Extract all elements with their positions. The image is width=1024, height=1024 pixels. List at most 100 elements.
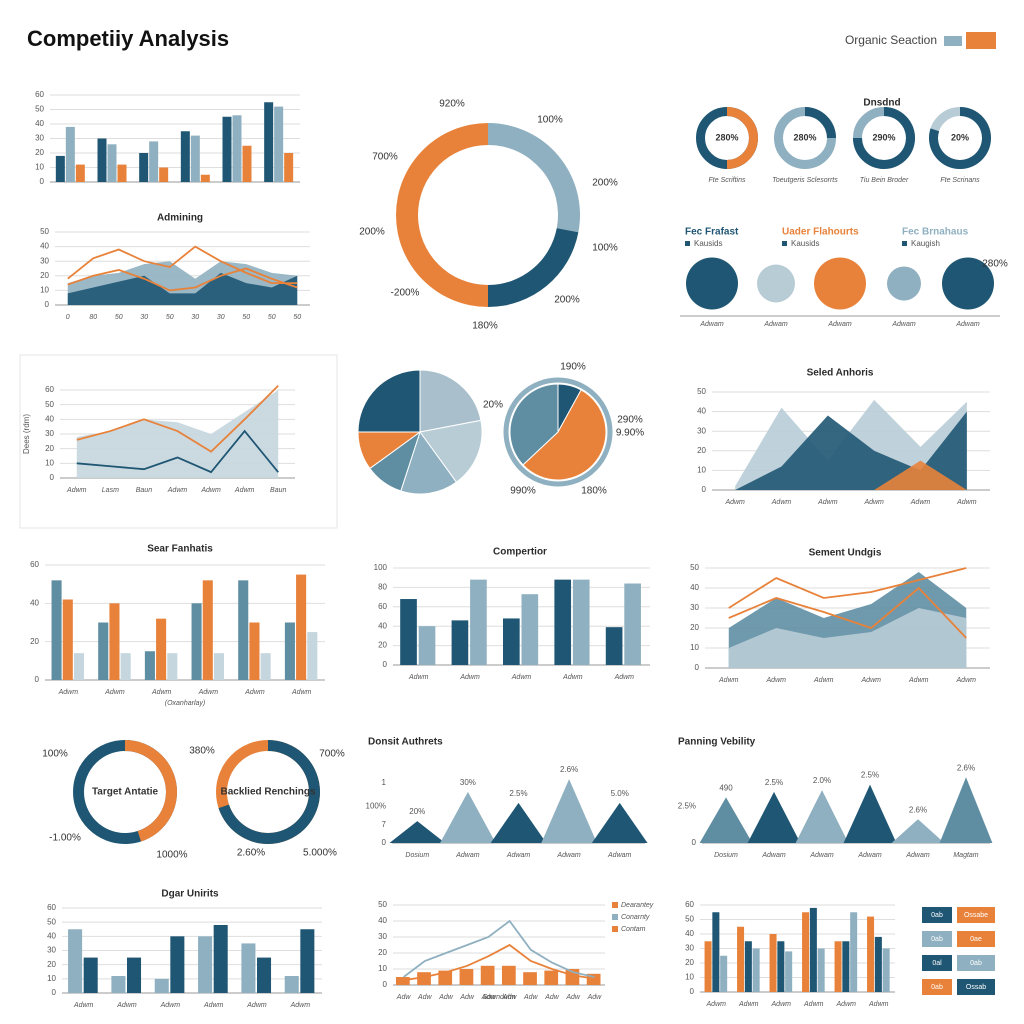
chart-title: Donsit Authrets (368, 737, 443, 748)
bar (737, 926, 745, 992)
peak (891, 819, 945, 843)
y-tick-label: 20 (47, 960, 56, 969)
bar (120, 653, 131, 680)
peak (490, 802, 547, 843)
bar (149, 141, 159, 182)
line (76, 429, 279, 474)
bar (586, 973, 601, 985)
annotation: 9.90% (616, 428, 644, 439)
pie-slice (522, 389, 607, 481)
bar (65, 126, 75, 182)
x-tick-label: Adwm (511, 674, 532, 681)
bar (451, 620, 469, 665)
bar (296, 574, 307, 680)
x-tick-label: Adwam (763, 321, 788, 328)
x-tick-label: Adwam (699, 321, 724, 328)
bar (202, 580, 213, 680)
legend-label: Contam (621, 926, 646, 933)
x-tick-label: Adwm (706, 1001, 727, 1008)
area (76, 390, 279, 478)
legend-button-label: Ossabe (964, 912, 988, 919)
x-tick-label: Adwm (738, 1001, 759, 1008)
bar (704, 941, 712, 992)
x-tick-label: Adwm (459, 674, 480, 681)
y-tick-label: 30 (378, 932, 387, 941)
annotation: 290% (617, 415, 643, 426)
x-tick-label: 30 (140, 314, 148, 321)
bubble-subheading: Kausids (791, 239, 819, 248)
legend-label: Dearantey (621, 902, 654, 909)
y-tick-label: 10 (697, 466, 706, 475)
y-tick-label: 20 (45, 444, 54, 453)
bubble-heading: Uader Flahourts (782, 227, 859, 238)
x-tick-label: 0 (66, 314, 70, 321)
bar (198, 936, 213, 993)
bar (68, 929, 83, 993)
x-tick-label: Adwm (771, 499, 792, 506)
donut-center-label: 280% (793, 132, 816, 142)
x-tick-label: Adwm (200, 487, 221, 494)
bar (238, 580, 249, 680)
legend-button (957, 979, 995, 995)
area (735, 460, 967, 490)
y-tick-label: 60 (45, 385, 54, 394)
x-tick-label: 30 (191, 314, 199, 321)
bar (605, 627, 623, 665)
y-tick-label: 80 (378, 583, 387, 592)
header-legend-swatch (944, 36, 962, 46)
bar (418, 626, 436, 665)
y-tick-label: 20 (378, 948, 387, 957)
y-tick-label: 40 (697, 407, 706, 416)
pie-ring (503, 377, 613, 487)
x-tick-label: Adwm (203, 1002, 224, 1009)
x-tick-label: Adw (417, 994, 433, 1001)
y-tick-label: 40 (40, 242, 49, 251)
bar (154, 978, 169, 993)
heading-swatch (782, 241, 787, 246)
x-tick-label: Adwm (766, 677, 787, 684)
bar (438, 970, 453, 985)
donut-segment (488, 228, 579, 307)
annotation: 200% (592, 178, 618, 189)
bar (62, 599, 73, 680)
y-tick-label: 50 (697, 387, 706, 396)
y-tick-label: 30 (697, 426, 706, 435)
y-tick-label: 20 (690, 623, 699, 632)
donut-segment (396, 123, 488, 307)
y-tick-label: 40 (45, 414, 54, 423)
x-tick-label: Adwm (836, 1001, 857, 1008)
x-tick-label: Adwm (861, 677, 882, 684)
x-tick-label: Baun (270, 487, 286, 494)
peak-label: 2.5% (765, 778, 783, 787)
bar (170, 936, 185, 993)
x-tick-label: Adwm (198, 689, 219, 696)
x-tick-label: Adwm (116, 1002, 137, 1009)
x-tick-label: Adwam (556, 852, 581, 859)
y-tick-label: 60 (30, 560, 39, 569)
bar (307, 632, 318, 680)
y-tick-label: 0 (690, 987, 695, 996)
heading-swatch (902, 241, 907, 246)
bubble (757, 264, 795, 303)
peak-label: 2.6% (909, 805, 927, 814)
bubble-heading: Fec Brnahaus (902, 227, 969, 238)
y-tick-label: 50 (685, 915, 694, 924)
annotation: 180% (581, 486, 607, 497)
bar (777, 941, 785, 992)
chart-title: Compertior (493, 547, 547, 558)
x-tick-label: Adwam (955, 321, 980, 328)
pie-slice (400, 430, 458, 495)
bar (167, 653, 178, 680)
donut-caption: Toeutgeris Sclesorrts (772, 177, 838, 184)
page-title: Competiiy Analysis (27, 26, 229, 51)
line (76, 384, 279, 453)
bar (241, 943, 256, 993)
x-tick-label: Adwm (908, 677, 929, 684)
y-tick-label: 10 (690, 643, 699, 652)
x-tick-label: Dosium (714, 852, 738, 859)
legend-button-label: 0ab (931, 984, 943, 991)
peak (440, 791, 496, 843)
annotation: 5.000% (303, 848, 337, 859)
y-tick-label: 40 (378, 621, 387, 630)
